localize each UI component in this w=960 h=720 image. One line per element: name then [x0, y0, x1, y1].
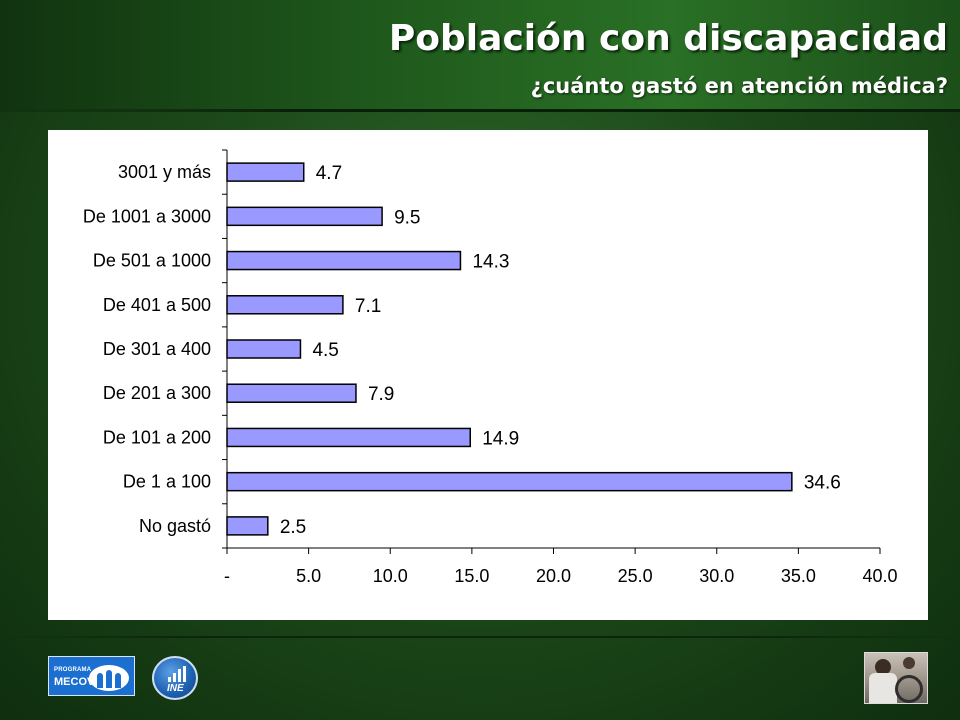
data-label: 4.7 — [316, 163, 342, 184]
x-tick-label: 5.0 — [296, 566, 321, 586]
chart-panel: - 5.0 10.0 15.0 20.0 25.0 30.0 35.0 40.0 3001 y m… — [48, 130, 928, 620]
bar — [226, 162, 305, 182]
category-label: De 501 a 1000 — [93, 251, 211, 271]
chart-bars — [226, 162, 793, 536]
category-label: No gastó — [139, 516, 211, 536]
title-band: Población con discapacidad ¿cuánto gastó… — [0, 0, 960, 112]
x-tick-label: 20.0 — [536, 566, 571, 586]
people-icon — [89, 665, 129, 691]
bar — [226, 516, 269, 536]
x-tick-label: - — [224, 566, 230, 586]
x-tick-label: 35.0 — [781, 566, 816, 586]
data-label: 9.5 — [394, 207, 420, 228]
category-label: De 1 a 100 — [123, 472, 211, 492]
mecovi-logo-small-text: PROGRAMA — [54, 667, 92, 673]
bar — [226, 427, 471, 448]
x-tick-label: 10.0 — [373, 566, 408, 586]
data-label: 2.5 — [280, 517, 306, 538]
category-label: De 301 a 400 — [103, 339, 211, 359]
data-label: 14.3 — [472, 252, 509, 273]
x-tick-label: 40.0 — [862, 566, 897, 586]
ine-logo-text: INE — [167, 683, 184, 694]
category-label: De 101 a 200 — [103, 427, 211, 447]
bar — [226, 295, 344, 315]
data-label: 7.1 — [355, 296, 381, 317]
data-label: 7.9 — [368, 384, 394, 405]
category-label: 3001 y más — [118, 162, 211, 182]
bar — [226, 383, 357, 403]
category-label: De 1001 a 3000 — [83, 206, 211, 226]
wheelchair-icon — [895, 675, 923, 703]
bar — [226, 339, 302, 359]
ine-logo: INE — [152, 656, 198, 700]
bar-chart-icon — [168, 666, 188, 682]
x-tick-label: 15.0 — [454, 566, 489, 586]
chart-labels: - 5.0 10.0 15.0 20.0 25.0 30.0 35.0 40.0 3001 y m… — [83, 162, 898, 586]
bar — [226, 206, 383, 227]
x-tick-label: 30.0 — [699, 566, 734, 586]
data-label: 34.6 — [804, 473, 841, 494]
data-label: 4.5 — [312, 340, 338, 361]
x-tick-label: 25.0 — [618, 566, 653, 586]
bar — [226, 471, 793, 492]
bar — [226, 250, 462, 271]
bar-chart: - 5.0 10.0 15.0 20.0 25.0 30.0 35.0 40.0 3001 y m… — [83, 149, 898, 586]
category-label: De 201 a 300 — [103, 383, 211, 403]
mecovi-logo: PROGRAMA MECOVI — [48, 656, 135, 696]
mecovi-logo-text: MECOVI — [54, 676, 98, 688]
category-label: De 401 a 500 — [103, 295, 211, 315]
page-subtitle: ¿cuánto gastó en atención médica? — [530, 74, 948, 98]
page-title: Población con discapacidad — [388, 18, 948, 59]
footer-divider — [0, 636, 960, 638]
wheelchair-photo — [864, 652, 928, 704]
data-label: 14.9 — [482, 428, 519, 449]
